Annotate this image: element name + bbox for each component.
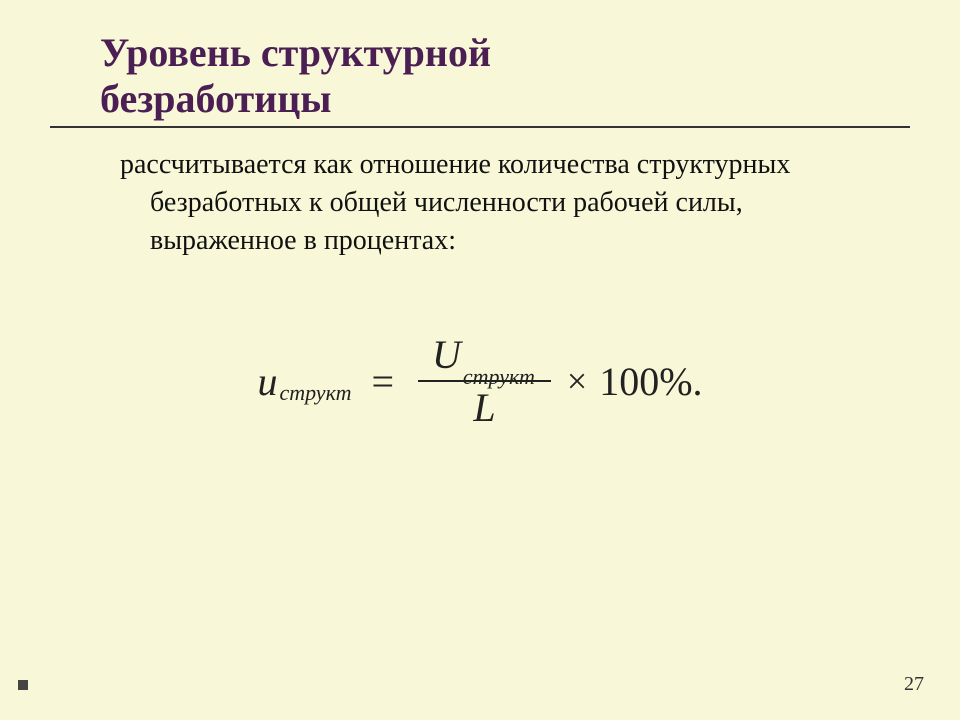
title-block: Уровень структурной безработицы <box>50 30 910 128</box>
formula-fraction: U структ L <box>418 329 551 433</box>
page-number: 27 <box>904 673 924 696</box>
slide-title: Уровень структурной безработицы <box>100 30 910 122</box>
footer-bullet-icon <box>18 680 28 690</box>
body-paragraph: рассчитывается как отношение количества … <box>80 146 910 259</box>
formula-lhs-sub: структ <box>279 380 351 406</box>
formula-equals: = <box>371 358 394 405</box>
formula-const: 100%. <box>599 358 702 405</box>
formula-times: × <box>567 360 587 402</box>
formula-container: u структ = U структ L × 100%. <box>50 329 910 433</box>
formula-numerator: U структ <box>418 329 551 382</box>
formula-lhs-var: u <box>257 358 277 405</box>
title-line-2: безработицы <box>100 76 910 122</box>
formula-num-sub: структ <box>463 364 535 390</box>
formula-num-var: U <box>432 331 461 378</box>
title-line-1: Уровень структурной <box>100 30 910 76</box>
formula: u структ = U структ L × 100%. <box>257 329 702 433</box>
slide: Уровень структурной безработицы рассчиты… <box>0 0 960 720</box>
